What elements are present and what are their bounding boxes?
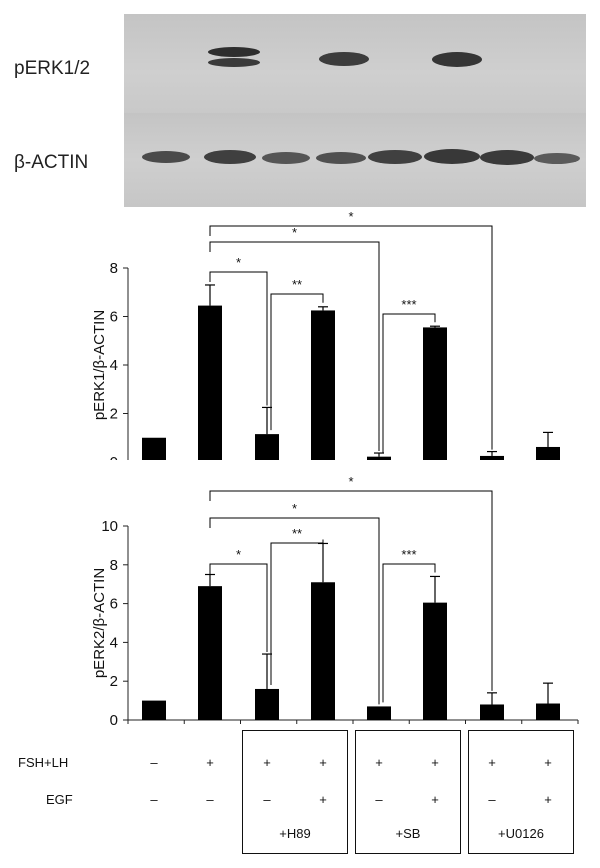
y-tick-label: 2 <box>110 673 118 690</box>
significance-bracket <box>209 241 380 452</box>
perk-blot-image <box>124 14 586 130</box>
egf-cell: – <box>263 792 271 807</box>
fsh-lh-cell: + <box>319 755 327 770</box>
egf-row-label: EGF <box>46 792 73 807</box>
y-tick-label: 10 <box>101 518 118 535</box>
bar <box>198 305 222 460</box>
egf-cell: – <box>375 792 383 807</box>
y-axis-label: pERK1/β-ACTIN <box>91 310 108 420</box>
actin-band <box>424 149 480 164</box>
y-tick-label: 8 <box>110 557 118 574</box>
treatment-group-label: +U0126 <box>498 826 544 841</box>
significance-bracket <box>270 539 324 685</box>
bar <box>423 602 447 720</box>
actin-band <box>204 150 256 164</box>
bar <box>367 456 391 460</box>
y-tick-label: 0 <box>110 712 118 729</box>
treatment-group-box <box>468 730 574 854</box>
actin-band <box>142 151 190 163</box>
y-tick-label: 6 <box>110 596 118 613</box>
actin-band <box>368 150 422 164</box>
bar <box>142 437 166 460</box>
egf-cell: – <box>206 792 214 807</box>
perk-band <box>432 52 482 67</box>
bar <box>536 446 560 460</box>
y-tick-label: 8 <box>110 260 118 277</box>
fsh-lh-cell: + <box>263 755 271 770</box>
y-tick-label: 2 <box>110 406 118 423</box>
fsh-lh-cell: + <box>375 755 383 770</box>
fsh-lh-row-label: FSH+LH <box>18 755 69 770</box>
egf-cell: + <box>544 792 552 807</box>
significance-label: *** <box>401 547 416 562</box>
bar <box>367 706 391 720</box>
y-axis-label: pERK2/β-ACTIN <box>91 568 108 678</box>
significance-label: * <box>236 547 241 562</box>
fsh-lh-cell: + <box>544 755 552 770</box>
significance-bracket <box>382 563 436 703</box>
perk-band <box>208 47 260 57</box>
y-tick-label: 0 <box>110 454 118 460</box>
actin-blot-label: β-ACTIN <box>14 152 89 173</box>
y-tick-label: 4 <box>110 634 118 651</box>
y-tick-label: 4 <box>110 357 118 374</box>
actin-band <box>534 153 580 164</box>
significance-label: *** <box>401 297 416 312</box>
bar <box>255 688 279 720</box>
bar <box>480 455 504 460</box>
actin-band <box>480 150 534 165</box>
treatment-group-box <box>355 730 461 854</box>
egf-cell: – <box>488 792 496 807</box>
perk1-bar-chart: 02468pERK1/β-ACTIN******** <box>91 210 560 460</box>
significance-bracket <box>209 225 493 450</box>
bar <box>311 582 335 720</box>
perk-band <box>208 58 260 67</box>
fsh-lh-cell: + <box>431 755 439 770</box>
significance-bracket <box>382 313 436 453</box>
treatment-group-label: +SB <box>395 826 421 841</box>
bar <box>255 434 279 460</box>
significance-label: ** <box>292 277 302 292</box>
significance-label: * <box>348 474 353 489</box>
actin-blot-image <box>124 113 586 207</box>
fsh-lh-cell: + <box>206 755 214 770</box>
actin-band <box>316 152 366 164</box>
egf-cell: + <box>431 792 439 807</box>
significance-label: ** <box>292 526 302 541</box>
perk-band <box>319 52 369 66</box>
bar <box>423 327 447 460</box>
significance-bracket <box>209 517 380 705</box>
fsh-lh-cell: + <box>488 755 496 770</box>
significance-bracket <box>209 271 268 406</box>
actin-band <box>262 152 310 164</box>
bar <box>311 310 335 460</box>
significance-label: * <box>348 210 353 224</box>
significance-bracket <box>209 563 268 653</box>
perk-blot-label: pERK1/2 <box>14 58 91 79</box>
bar <box>142 700 166 720</box>
significance-label: * <box>292 501 297 516</box>
significance-label: * <box>236 255 241 270</box>
bar <box>480 704 504 720</box>
bar <box>536 703 560 720</box>
significance-bracket <box>209 490 493 691</box>
significance-label: * <box>292 225 297 240</box>
bar <box>198 586 222 720</box>
egf-cell: + <box>319 792 327 807</box>
fsh-lh-cell: – <box>150 755 158 770</box>
y-tick-label: 6 <box>110 309 118 326</box>
significance-bracket <box>270 293 324 431</box>
treatment-group-label: +H89 <box>279 826 311 841</box>
egf-cell: – <box>150 792 158 807</box>
treatment-group-box <box>242 730 348 854</box>
